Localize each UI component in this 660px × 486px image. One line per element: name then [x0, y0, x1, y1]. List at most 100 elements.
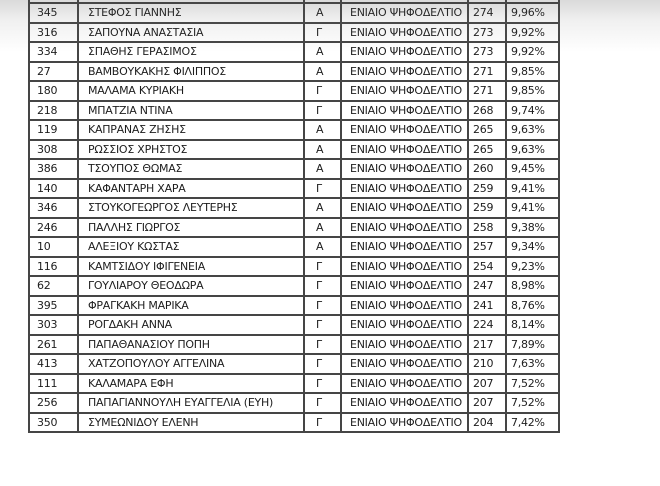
candidate-number-cell: 10 [30, 238, 79, 258]
candidate-name-cell: ΠΑΠΑΓΙΑΝΝΟΥΛΗ ΕΥΑΓΓΕΛΙΑ (ΕΥΗ) [79, 394, 305, 414]
candidate-name-cell: ΚΑΜΤΣΙΔΟΥ ΙΦΙΓΕΝΕΙΑ [79, 257, 305, 277]
district-letter-cell: Γ [305, 179, 342, 199]
percentage-cell: 9,85% [507, 62, 560, 82]
candidate-number-cell: 246 [30, 218, 79, 238]
district-letter-cell: Α [305, 218, 342, 238]
candidate-name-cell: ΠΑΠΑΘΑΝΑΣΙΟΥ ΠΟΠΗ [79, 335, 305, 355]
candidate-name-cell: ΣΤΟΥΚΟΓΕΩΡΓΟΣ ΛΕΥΤΕΡΗΣ [79, 199, 305, 219]
percentage-cell: 7,89% [507, 335, 560, 355]
candidate-number-cell: 395 [30, 296, 79, 316]
votes-count-cell: 257 [469, 238, 507, 258]
table-row: 180 ΜΑΛΑΜΑ ΚΥΡΙΑΚΗ Γ ΕΝΙΑΙΟ ΨΗΦΟΔΕΛΤΙΟ 2… [30, 82, 560, 102]
votes-count-cell: 260 [469, 160, 507, 180]
district-letter-cell [305, 0, 342, 4]
table-row: 10 ΑΛΕΞΙΟΥ ΚΩΣΤΑΣ Α ΕΝΙΑΙΟ ΨΗΦΟΔΕΛΤΙΟ 25… [30, 238, 560, 258]
results-table: 345 ΣΤΕΦΟΣ ΓΙΑΝΝΗΣ Α ΕΝΙΑΙΟ ΨΗΦΟΔΕΛΤΙΟ 2… [28, 0, 560, 433]
ballot-type-cell: ΕΝΙΑΙΟ ΨΗΦΟΔΕΛΤΙΟ [342, 257, 469, 277]
ballot-type-cell: ΕΝΙΑΙΟ ΨΗΦΟΔΕΛΤΙΟ [342, 277, 469, 297]
votes-count-cell: 268 [469, 101, 507, 121]
votes-count-cell: 265 [469, 140, 507, 160]
table-row: 303 ΡΟΓΔΑΚΗ ΑΝΝΑ Γ ΕΝΙΑΙΟ ΨΗΦΟΔΕΛΤΙΟ 224… [30, 316, 560, 336]
ballot-type-cell: ΕΝΙΑΙΟ ΨΗΦΟΔΕΛΤΙΟ [342, 140, 469, 160]
candidate-name-cell: ΒΑΜΒΟΥΚΑΚΗΣ ΦΙΛΙΠΠΟΣ [79, 62, 305, 82]
percentage-cell: 7,63% [507, 355, 560, 375]
percentage-cell: 9,92% [507, 23, 560, 43]
candidate-number-cell: 350 [30, 413, 79, 433]
votes-count-cell: 259 [469, 179, 507, 199]
votes-count-cell: 259 [469, 199, 507, 219]
ballot-type-cell: ΕΝΙΑΙΟ ΨΗΦΟΔΕΛΤΙΟ [342, 218, 469, 238]
votes-count-cell: 210 [469, 355, 507, 375]
ballot-type-cell: ΕΝΙΑΙΟ ΨΗΦΟΔΕΛΤΙΟ [342, 82, 469, 102]
table-row: 413 ΧΑΤΖΟΠΟΥΛΟΥ ΑΓΓΕΛΙΝΑ Γ ΕΝΙΑΙΟ ΨΗΦΟΔΕ… [30, 355, 560, 375]
district-letter-cell: Γ [305, 413, 342, 433]
percentage-cell: 9,96% [507, 4, 560, 24]
district-letter-cell: Γ [305, 257, 342, 277]
candidate-name-cell: ΑΛΕΞΙΟΥ ΚΩΣΤΑΣ [79, 238, 305, 258]
district-letter-cell: Α [305, 199, 342, 219]
ballot-type-cell [342, 0, 469, 4]
votes-count-cell: 254 [469, 257, 507, 277]
ballot-type-cell: ΕΝΙΑΙΟ ΨΗΦΟΔΕΛΤΙΟ [342, 43, 469, 63]
percentage-cell: 9,38% [507, 218, 560, 238]
candidate-number-cell: 180 [30, 82, 79, 102]
votes-count-cell: 207 [469, 394, 507, 414]
candidate-name-cell: ΠΑΛΛΗΣ ΓΙΩΡΓΟΣ [79, 218, 305, 238]
candidate-number-cell: 140 [30, 179, 79, 199]
ballot-type-cell: ΕΝΙΑΙΟ ΨΗΦΟΔΕΛΤΙΟ [342, 394, 469, 414]
candidate-number-cell [30, 0, 79, 4]
table-row: 345 ΣΤΕΦΟΣ ΓΙΑΝΝΗΣ Α ΕΝΙΑΙΟ ΨΗΦΟΔΕΛΤΙΟ 2… [30, 4, 560, 24]
candidate-name-cell [79, 0, 305, 4]
table-row: 256 ΠΑΠΑΓΙΑΝΝΟΥΛΗ ΕΥΑΓΓΕΛΙΑ (ΕΥΗ) Γ ΕΝΙΑ… [30, 394, 560, 414]
votes-count-cell: 207 [469, 374, 507, 394]
ballot-type-cell: ΕΝΙΑΙΟ ΨΗΦΟΔΕΛΤΙΟ [342, 179, 469, 199]
ballot-type-cell: ΕΝΙΑΙΟ ΨΗΦΟΔΕΛΤΙΟ [342, 374, 469, 394]
ballot-type-cell: ΕΝΙΑΙΟ ΨΗΦΟΔΕΛΤΙΟ [342, 316, 469, 336]
candidate-name-cell: ΚΑΠΡΑΝΑΣ ΖΗΣΗΣ [79, 121, 305, 141]
votes-count-cell: 247 [469, 277, 507, 297]
district-letter-cell: Α [305, 4, 342, 24]
candidate-number-cell: 116 [30, 257, 79, 277]
percentage-cell: 8,76% [507, 296, 560, 316]
table-row: 218 ΜΠΑΤΖΙΑ ΝΤΙΝΑ Γ ΕΝΙΑΙΟ ΨΗΦΟΔΕΛΤΙΟ 26… [30, 101, 560, 121]
candidate-number-cell: 308 [30, 140, 79, 160]
table-row: 316 ΣΑΠΟΥΝΑ ΑΝΑΣΤΑΣΙΑ Γ ΕΝΙΑΙΟ ΨΗΦΟΔΕΛΤΙ… [30, 23, 560, 43]
ballot-type-cell: ΕΝΙΑΙΟ ΨΗΦΟΔΕΛΤΙΟ [342, 296, 469, 316]
candidate-name-cell: ΤΣΟΥΠΟΣ ΘΩΜΑΣ [79, 160, 305, 180]
district-letter-cell: Α [305, 43, 342, 63]
votes-count-cell: 273 [469, 43, 507, 63]
candidate-number-cell: 303 [30, 316, 79, 336]
district-letter-cell: Α [305, 62, 342, 82]
votes-count-cell [469, 0, 507, 4]
percentage-cell: 9,63% [507, 140, 560, 160]
district-letter-cell: Γ [305, 277, 342, 297]
candidate-number-cell: 345 [30, 4, 79, 24]
district-letter-cell: Γ [305, 296, 342, 316]
table-row: 395 ΦΡΑΓΚΑΚΗ ΜΑΡΙΚΑ Γ ΕΝΙΑΙΟ ΨΗΦΟΔΕΛΤΙΟ … [30, 296, 560, 316]
ballot-type-cell: ΕΝΙΑΙΟ ΨΗΦΟΔΕΛΤΙΟ [342, 121, 469, 141]
district-letter-cell: Γ [305, 374, 342, 394]
votes-count-cell: 224 [469, 316, 507, 336]
percentage-cell: 8,98% [507, 277, 560, 297]
table-row: 350 ΣΥΜΕΩΝΙΔΟΥ ΕΛΕΝΗ Γ ΕΝΙΑΙΟ ΨΗΦΟΔΕΛΤΙΟ… [30, 413, 560, 433]
votes-count-cell: 265 [469, 121, 507, 141]
candidate-number-cell: 111 [30, 374, 79, 394]
percentage-cell: 9,92% [507, 43, 560, 63]
candidate-number-cell: 218 [30, 101, 79, 121]
district-letter-cell: Γ [305, 23, 342, 43]
percentage-cell: 9,85% [507, 82, 560, 102]
percentage-cell: 7,42% [507, 413, 560, 433]
candidate-name-cell: ΦΡΑΓΚΑΚΗ ΜΑΡΙΚΑ [79, 296, 305, 316]
table-row: 334 ΣΠΑΘΗΣ ΓΕΡΑΣΙΜΟΣ Α ΕΝΙΑΙΟ ΨΗΦΟΔΕΛΤΙΟ… [30, 43, 560, 63]
percentage-cell: 9,23% [507, 257, 560, 277]
candidate-name-cell: ΚΑΦΑΝΤΑΡΗ ΧΑΡΑ [79, 179, 305, 199]
votes-count-cell: 204 [469, 413, 507, 433]
candidate-name-cell: ΜΠΑΤΖΙΑ ΝΤΙΝΑ [79, 101, 305, 121]
district-letter-cell: Γ [305, 82, 342, 102]
table-row-partial [30, 0, 560, 4]
ballot-type-cell: ΕΝΙΑΙΟ ΨΗΦΟΔΕΛΤΙΟ [342, 4, 469, 24]
table-row: 346 ΣΤΟΥΚΟΓΕΩΡΓΟΣ ΛΕΥΤΕΡΗΣ Α ΕΝΙΑΙΟ ΨΗΦΟ… [30, 199, 560, 219]
candidate-name-cell: ΚΑΛΑΜΑΡΑ ΕΦΗ [79, 374, 305, 394]
votes-count-cell: 258 [469, 218, 507, 238]
